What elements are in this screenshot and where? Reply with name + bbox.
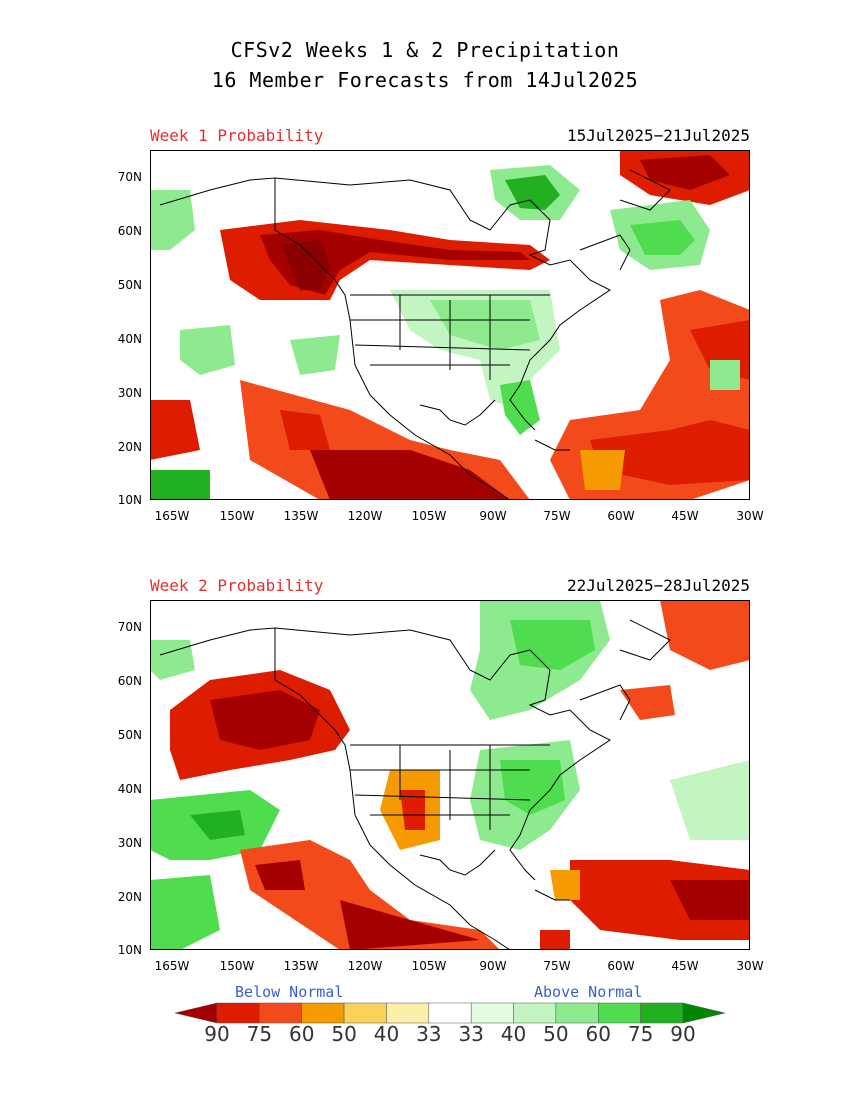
w2-lon-135w: 135W (283, 959, 319, 973)
colorbar-box (513, 1002, 557, 1024)
w2-lat-20n: 20N (117, 890, 142, 904)
w1-lon-105w: 105W (411, 509, 447, 523)
legend-value: 40 (373, 1022, 400, 1046)
chart-subtitle: 16 Member Forecasts from 14Jul2025 (211, 68, 639, 92)
colorbar-box (343, 1002, 387, 1024)
legend-value: 50 (543, 1022, 569, 1046)
w1-lon-165w: 165W (154, 509, 190, 523)
legend-above-normal: Above Normal (534, 983, 643, 1001)
colorbar-box (428, 1002, 472, 1024)
w2-lon-90w: 90W (479, 959, 507, 973)
w2-lon-60w: 60W (607, 959, 635, 973)
colorbar-box (640, 1002, 684, 1024)
colorbar-box (259, 1002, 302, 1024)
w1-lat-70n: 70N (117, 170, 142, 184)
colorbar-box (216, 1002, 260, 1024)
w1-lat-40n: 40N (117, 332, 142, 346)
panel1-dates: 15Jul2025−21Jul2025 (566, 126, 750, 145)
w2-lat-50n: 50N (117, 728, 142, 742)
w2-lat-10n: 10N (117, 943, 142, 957)
legend-value: 90 (670, 1022, 696, 1046)
w2-lat-30n: 30N (117, 836, 142, 850)
legend-value: 50 (331, 1022, 357, 1046)
w1-lon-120w: 120W (347, 509, 383, 523)
w2-lat-40n: 40N (117, 782, 142, 796)
w1-lon-60w: 60W (607, 509, 635, 523)
colorbar-box (598, 1002, 641, 1024)
colorbar-arrow-below (175, 1002, 218, 1024)
legend-below-normal: Below Normal (235, 983, 344, 1001)
w1-lat-50n: 50N (117, 278, 142, 292)
legend-value: 33 (458, 1022, 484, 1046)
w2-lon-150w: 150W (219, 959, 255, 973)
colorbar-box (470, 1002, 514, 1024)
colorbar-box (555, 1002, 599, 1024)
w1-lon-30w: 30W (736, 509, 764, 523)
w1-lon-45w: 45W (671, 509, 699, 523)
legend-value: 75 (627, 1022, 654, 1046)
week2-coastlines (159, 619, 671, 950)
w2-lon-75w: 75W (543, 959, 571, 973)
legend-value: 40 (500, 1022, 527, 1046)
w2-lon-105w: 105W (411, 959, 447, 973)
week1-map (150, 150, 750, 500)
week2-map (150, 600, 750, 950)
legend-value: 60 (288, 1022, 315, 1046)
legend-value: 33 (416, 1022, 442, 1046)
w2-lon-165w: 165W (154, 959, 190, 973)
legend-value: 75 (246, 1022, 273, 1046)
legend-value: 60 (585, 1022, 611, 1046)
w2-lon-45w: 45W (671, 959, 699, 973)
colorbar-box (301, 1002, 345, 1024)
w1-lat-30n: 30N (117, 386, 142, 400)
w1-lon-75w: 75W (543, 509, 571, 523)
panel2-dates: 22Jul2025−28Jul2025 (566, 576, 750, 595)
w2-lon-30w: 30W (736, 959, 764, 973)
colorbar-arrow-above (682, 1002, 725, 1024)
w2-lat-60n: 60N (117, 674, 142, 688)
colorbar-box (386, 1002, 430, 1024)
week1-shading (150, 150, 750, 500)
panel1-label: Week 1 Probability (150, 126, 324, 145)
w1-lat-10n: 10N (117, 493, 142, 507)
chart-title: CFSv2 Weeks 1 & 2 Precipitation (230, 38, 620, 62)
panel2-label: Week 2 Probability (150, 576, 324, 595)
week1-coastlines (159, 169, 671, 500)
color-bar (175, 1002, 725, 1024)
w1-lat-20n: 20N (117, 440, 142, 454)
w1-lon-150w: 150W (219, 509, 255, 523)
legend-value: 90 (204, 1022, 230, 1046)
w1-lon-90w: 90W (479, 509, 507, 523)
w1-lat-60n: 60N (117, 224, 142, 238)
w2-lat-70n: 70N (117, 620, 142, 634)
week2-shading (150, 600, 750, 950)
w1-lon-135w: 135W (283, 509, 319, 523)
w2-lon-120w: 120W (347, 959, 383, 973)
